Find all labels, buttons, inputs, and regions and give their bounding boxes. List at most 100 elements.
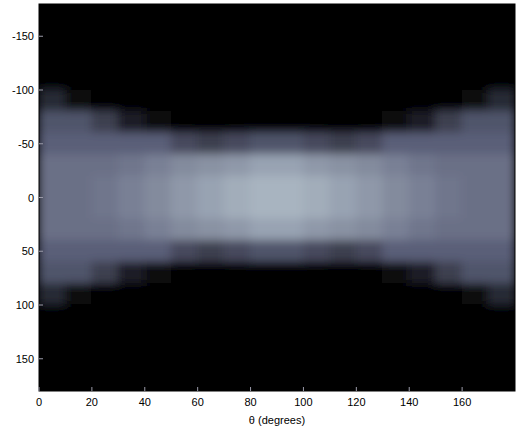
cell	[250, 4, 277, 26]
cell	[197, 197, 224, 220]
y-tick	[39, 143, 43, 144]
cell	[171, 197, 198, 220]
cell	[303, 68, 330, 91]
cell	[39, 197, 66, 220]
cell	[329, 305, 356, 328]
cell	[488, 111, 515, 134]
cell	[303, 25, 330, 48]
cell	[435, 369, 462, 391]
x-tick-label: 40	[139, 396, 151, 408]
cell	[462, 197, 489, 220]
cell	[409, 176, 436, 199]
y-tick-label: -100	[12, 84, 34, 96]
x-tick	[462, 387, 463, 391]
cell	[171, 262, 198, 285]
cell	[197, 176, 224, 199]
cell	[65, 283, 92, 306]
cell	[329, 68, 356, 91]
cell	[171, 133, 198, 156]
cell	[250, 369, 277, 391]
cell	[356, 240, 383, 263]
cell	[224, 68, 251, 91]
cell	[277, 4, 304, 26]
cell	[91, 326, 118, 349]
cell	[39, 176, 66, 199]
y-tick-label: 0	[28, 192, 34, 204]
cell	[118, 111, 145, 134]
cell	[409, 197, 436, 220]
cell	[91, 176, 118, 199]
cell	[488, 197, 515, 220]
cell	[488, 154, 515, 177]
cell	[488, 68, 515, 91]
cell	[329, 326, 356, 349]
cell	[65, 348, 92, 371]
cell	[435, 219, 462, 242]
cell	[197, 305, 224, 328]
cell	[329, 133, 356, 156]
cell	[118, 219, 145, 242]
cell	[277, 133, 304, 156]
cell	[118, 176, 145, 199]
cell	[171, 219, 198, 242]
cell	[91, 47, 118, 70]
cell	[144, 133, 171, 156]
cell	[91, 25, 118, 48]
cell	[118, 47, 145, 70]
cell	[409, 262, 436, 285]
cell	[488, 283, 515, 306]
cell	[462, 111, 489, 134]
cell	[303, 348, 330, 371]
cell	[356, 305, 383, 328]
cell	[435, 4, 462, 26]
cell	[118, 4, 145, 26]
cell	[118, 68, 145, 91]
cell	[409, 47, 436, 70]
cell	[435, 326, 462, 349]
cell	[118, 154, 145, 177]
cell	[488, 90, 515, 113]
cell	[250, 262, 277, 285]
cell	[435, 90, 462, 113]
cell	[39, 369, 66, 391]
cell	[91, 348, 118, 371]
cell	[91, 283, 118, 306]
cell	[118, 283, 145, 306]
cell	[91, 197, 118, 220]
cell	[197, 68, 224, 91]
cell	[356, 111, 383, 134]
y-tick	[39, 251, 43, 252]
cell	[382, 262, 409, 285]
cell	[197, 90, 224, 113]
cell	[250, 305, 277, 328]
cell	[356, 197, 383, 220]
cell	[277, 25, 304, 48]
cell	[144, 369, 171, 391]
cell	[462, 240, 489, 263]
cell	[303, 47, 330, 70]
cell	[65, 262, 92, 285]
cell	[224, 133, 251, 156]
cell	[171, 154, 198, 177]
cell	[144, 68, 171, 91]
cell	[171, 305, 198, 328]
cell	[488, 176, 515, 199]
cell	[144, 90, 171, 113]
x-tick-label: 160	[453, 396, 471, 408]
cell	[144, 305, 171, 328]
cell	[224, 197, 251, 220]
cell	[462, 133, 489, 156]
cell	[91, 90, 118, 113]
cell	[435, 47, 462, 70]
cell	[329, 240, 356, 263]
cell	[224, 154, 251, 177]
cell	[197, 283, 224, 306]
cell	[224, 111, 251, 134]
cell	[303, 240, 330, 263]
x-tick-label: 20	[86, 396, 98, 408]
cell	[39, 68, 66, 91]
x-tick-label: 140	[400, 396, 418, 408]
cell	[171, 283, 198, 306]
y-tick	[39, 358, 43, 359]
cell	[303, 4, 330, 26]
